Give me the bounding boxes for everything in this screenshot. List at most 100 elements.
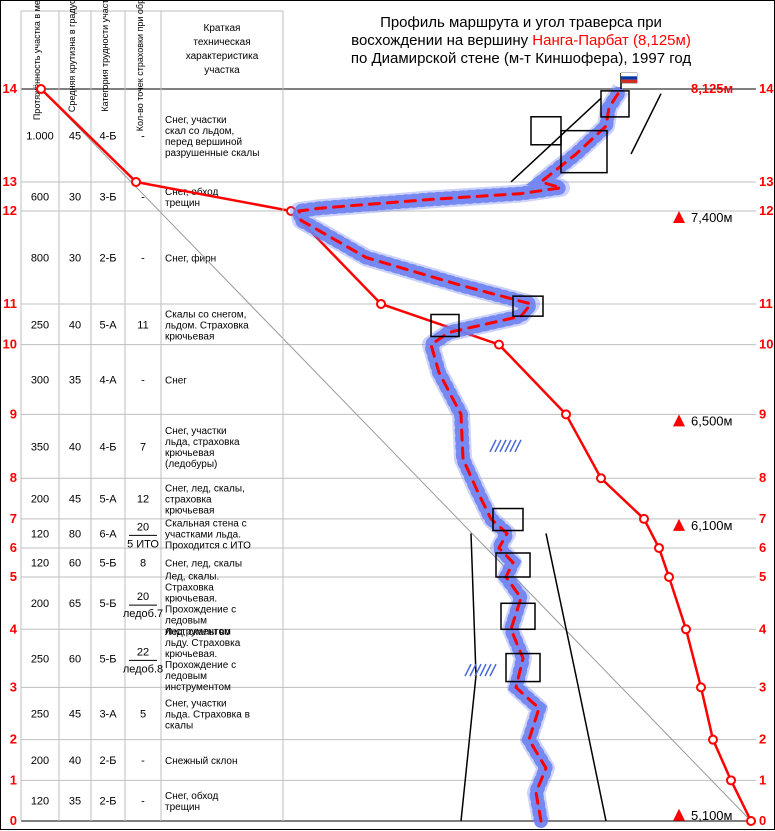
cell-length: 120 <box>31 528 49 540</box>
cell-cat: 5-Б <box>100 598 117 610</box>
row-tick-left: 6 <box>10 540 17 555</box>
altitude-marker <box>673 519 685 531</box>
cell-cat: 2-Б <box>100 755 117 767</box>
cell-cat: 5-Б <box>100 557 117 569</box>
row-tick-left: 7 <box>10 511 17 526</box>
cell-length: 800 <box>31 252 49 264</box>
cell-anchors: 12 <box>137 494 149 506</box>
row-tick-left: 10 <box>3 337 17 352</box>
cell-desc: Снег, фирн <box>165 252 216 264</box>
profile-marker <box>682 625 690 633</box>
cell-desc: льда. Страховка в <box>165 710 250 721</box>
row-tick-right: 13 <box>759 174 773 189</box>
cell-slope: 40 <box>69 441 81 453</box>
cell-anchors: - <box>141 130 145 142</box>
row-tick-left: 12 <box>3 203 17 218</box>
row-tick-right: 14 <box>759 81 774 96</box>
cell-anchors: - <box>141 252 145 264</box>
cell-cat: 2-Б <box>100 796 117 808</box>
row-tick-left: 4 <box>10 621 18 636</box>
cell-desc: Снег, участки <box>165 699 227 710</box>
cell-desc: Страховка <box>165 583 214 594</box>
cell-slope: 45 <box>69 130 81 142</box>
row-tick-right: 12 <box>759 203 773 218</box>
route-diagram: Протяжённость участка в метрахСредняя кр… <box>1 1 775 831</box>
cell-cat: 6-А <box>99 528 117 540</box>
altitude-label: 6,100м <box>691 518 733 533</box>
cell-anchors: 20 <box>137 521 149 533</box>
cell-slope: 60 <box>69 557 81 569</box>
cell-anchors: - <box>141 796 145 808</box>
altitude-marker <box>673 211 685 223</box>
summit-alt: 8,125м <box>691 81 733 96</box>
cell-desc: Проходится с ИТО <box>165 540 251 551</box>
cell-desc: перед вершиной <box>165 137 242 148</box>
altitude-label: 7,400м <box>691 210 733 225</box>
profile-marker <box>132 178 140 186</box>
cell-length: 200 <box>31 598 49 610</box>
row-tick-right: 4 <box>759 621 767 636</box>
cell-desc: Снег, обход <box>165 790 218 802</box>
cell-cat: 3-А <box>99 709 117 721</box>
cell-cat: 4-Б <box>100 130 117 142</box>
cell-desc: Снег, участки <box>165 115 227 126</box>
cell-anchors: 5 ИТО <box>127 538 159 550</box>
cell-anchors: 5 <box>140 709 146 721</box>
cell-anchors: 11 <box>137 319 148 331</box>
profile-marker <box>697 683 705 691</box>
row-tick-left: 11 <box>3 296 17 311</box>
cell-slope: 30 <box>69 252 81 264</box>
cell-desc: страховка <box>165 495 212 506</box>
profile-marker <box>655 544 663 552</box>
cell-anchors: 20 <box>137 591 149 603</box>
row-tick-right: 9 <box>759 406 766 421</box>
cell-length: 250 <box>31 653 49 665</box>
cell-length: 250 <box>31 319 49 331</box>
altitude-marker <box>673 414 685 426</box>
cell-slope: 60 <box>69 653 81 665</box>
col-header: Средняя крутизна в градусах <box>67 1 77 112</box>
profile-marker <box>495 341 503 349</box>
profile-marker <box>747 817 755 825</box>
profile-marker <box>727 776 735 784</box>
row-tick-right: 7 <box>759 511 766 526</box>
cell-desc: инструментом <box>165 682 231 693</box>
title-line2: восхождении на вершину Нанга-Парбат (8,1… <box>351 32 691 49</box>
cell-slope: 65 <box>69 598 81 610</box>
row-tick-left: 3 <box>10 679 17 694</box>
row-tick-right: 2 <box>759 732 766 747</box>
cell-desc: Снег, лед, скалы <box>165 558 242 569</box>
cell-length: 200 <box>31 494 49 506</box>
cell-desc: Снег, участки <box>165 426 227 437</box>
profile-marker <box>709 736 717 744</box>
cell-desc: (ледобуры) <box>165 458 217 470</box>
row-tick-right: 5 <box>759 569 766 584</box>
cell-desc: трещин <box>165 198 200 209</box>
row-tick-left: 1 <box>10 772 17 787</box>
cell-anchors: 7 <box>140 441 146 453</box>
row-tick-right: 3 <box>759 679 766 694</box>
cell-cat: 5-Б <box>100 653 117 665</box>
row-tick-right: 11 <box>759 296 773 311</box>
cell-desc: Прохождение с <box>165 605 236 616</box>
cell-desc: трещин <box>165 802 200 813</box>
contour-line <box>631 94 661 154</box>
altitude-marker <box>673 809 685 821</box>
cell-slope: 35 <box>69 796 81 808</box>
cell-anchors: ледоб.8 <box>123 663 163 675</box>
cell-slope: 40 <box>69 755 81 767</box>
cell-length: 200 <box>31 755 49 767</box>
row-tick-left: 2 <box>10 732 17 747</box>
col-header: Категория трудности участка <box>100 1 110 112</box>
title-line3: по Диамирской стене (м-т Киншофера), 199… <box>351 50 692 67</box>
cell-desc: Снег, лед, скалы, <box>165 484 245 495</box>
col-header: участка <box>204 65 240 76</box>
profile-marker <box>377 300 385 308</box>
cell-length: 350 <box>31 441 49 453</box>
row-tick-left: 13 <box>3 174 17 189</box>
cell-desc: крючьевая <box>165 448 214 459</box>
cell-slope: 45 <box>69 709 81 721</box>
cell-desc: Скальная стена с <box>165 518 247 529</box>
cell-slope: 80 <box>69 528 81 540</box>
cell-anchors: - <box>141 374 145 386</box>
